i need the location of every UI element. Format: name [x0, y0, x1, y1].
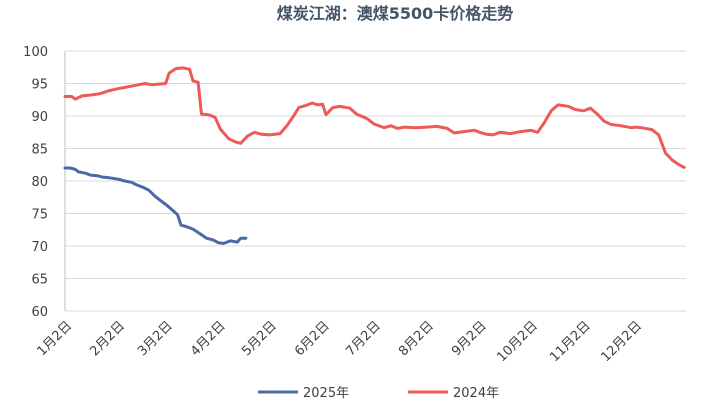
legend-label: 2025年 — [303, 386, 349, 401]
legend-label: 2024年 — [453, 386, 499, 401]
x-tick-label: 2月2日 — [87, 319, 128, 360]
y-tick-label: 75 — [31, 208, 48, 223]
series-lines — [63, 66, 686, 245]
y-tick-label: 65 — [31, 273, 48, 288]
y-tick-label: 80 — [31, 175, 48, 190]
x-axis-ticks: 1月2日 2月2日 3月2日 4月2日 5月2日 6月2日 7月2日 8月2日 9月2日 10月2… — [34, 319, 645, 366]
x-tick-label: 11月2日 — [547, 319, 594, 366]
x-tick-label: 12月2日 — [598, 319, 645, 366]
x-tick-label: 4月2日 — [188, 319, 229, 360]
x-tick-label: 10月2日 — [494, 319, 541, 366]
y-tick-label: 85 — [31, 143, 48, 158]
y-tick-label: 90 — [31, 110, 48, 125]
x-tick-label: 1月2日 — [34, 319, 75, 360]
grid-lines — [64, 50, 686, 312]
x-tick-label: 8月2日 — [396, 319, 437, 360]
x-tick-label: 9月2日 — [449, 319, 490, 360]
y-tick-label: 70 — [31, 240, 48, 255]
series-line-red — [63, 66, 686, 169]
legend: 2025年 2024年 — [258, 386, 499, 401]
y-tick-label: 95 — [31, 78, 48, 93]
x-tick-label: 3月2日 — [135, 319, 176, 360]
y-tick-label: 60 — [31, 305, 48, 320]
series-line-blue — [63, 166, 248, 245]
x-tick-label: 7月2日 — [343, 319, 384, 360]
y-axis-ticks: 60 65 70 75 80 85 90 95 100 — [23, 45, 48, 320]
chart-title: 煤炭江湖：澳煤5500卡价格走势 — [277, 4, 514, 23]
y-tick-label: 100 — [23, 45, 48, 60]
x-tick-label: 6月2日 — [292, 319, 333, 360]
x-tick-label: 5月2日 — [239, 319, 280, 360]
